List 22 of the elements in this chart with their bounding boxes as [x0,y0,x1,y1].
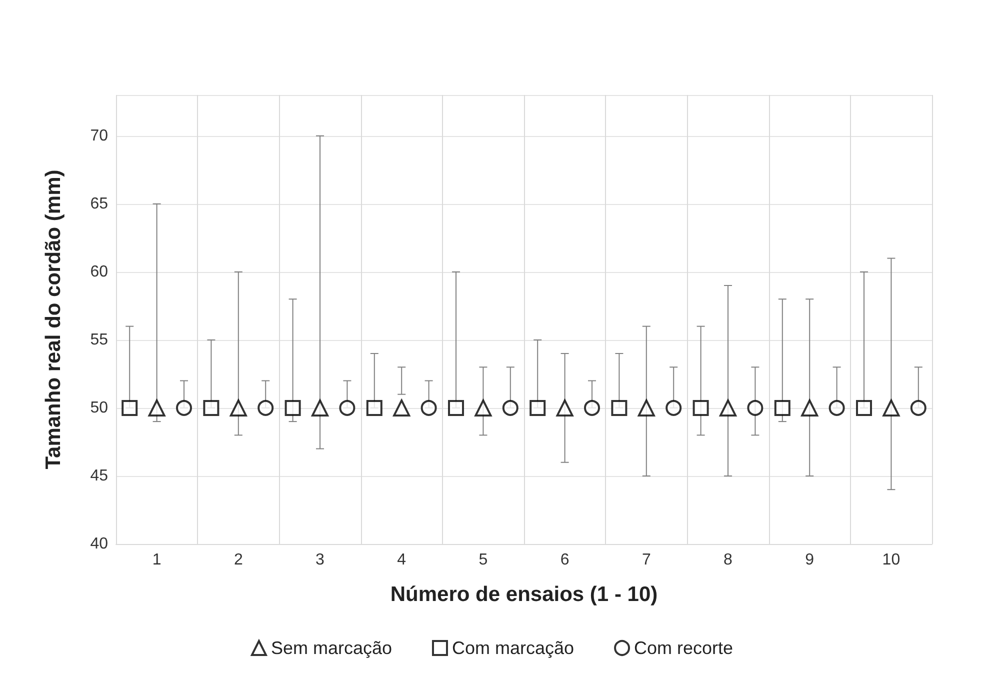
y-tick-label: 40 [90,536,108,552]
x-tick-label: 8 [724,552,733,568]
x-tick-label: 7 [642,552,651,568]
y-tick-label: 55 [90,331,108,348]
y-tick-label: 70 [90,127,108,144]
legend-label: Com marcação [452,638,574,658]
x-tick-label: 3 [316,552,325,568]
x-tick-label: 5 [478,552,488,568]
x-tick-label: 1 [152,552,162,568]
x-tick-label: 2 [234,552,243,568]
x-tick-label: 6 [560,552,570,568]
legend-label: Sem marcação [270,638,392,658]
x-tick-label: 10 [882,552,900,568]
y-tick-label: 50 [90,399,108,416]
x-tick-label: 9 [805,552,814,568]
legend-label: Com recorte [634,638,734,658]
x-axis-title: Número de ensaios (1 - 10) [390,583,658,606]
x-tick-label: 4 [397,552,406,568]
y-tick-label: 60 [90,263,108,280]
y-tick-label: 45 [90,467,108,484]
y-axis-title: Tamanho real do cordão (mm) [42,170,65,470]
y-tick-label: 65 [90,195,108,212]
